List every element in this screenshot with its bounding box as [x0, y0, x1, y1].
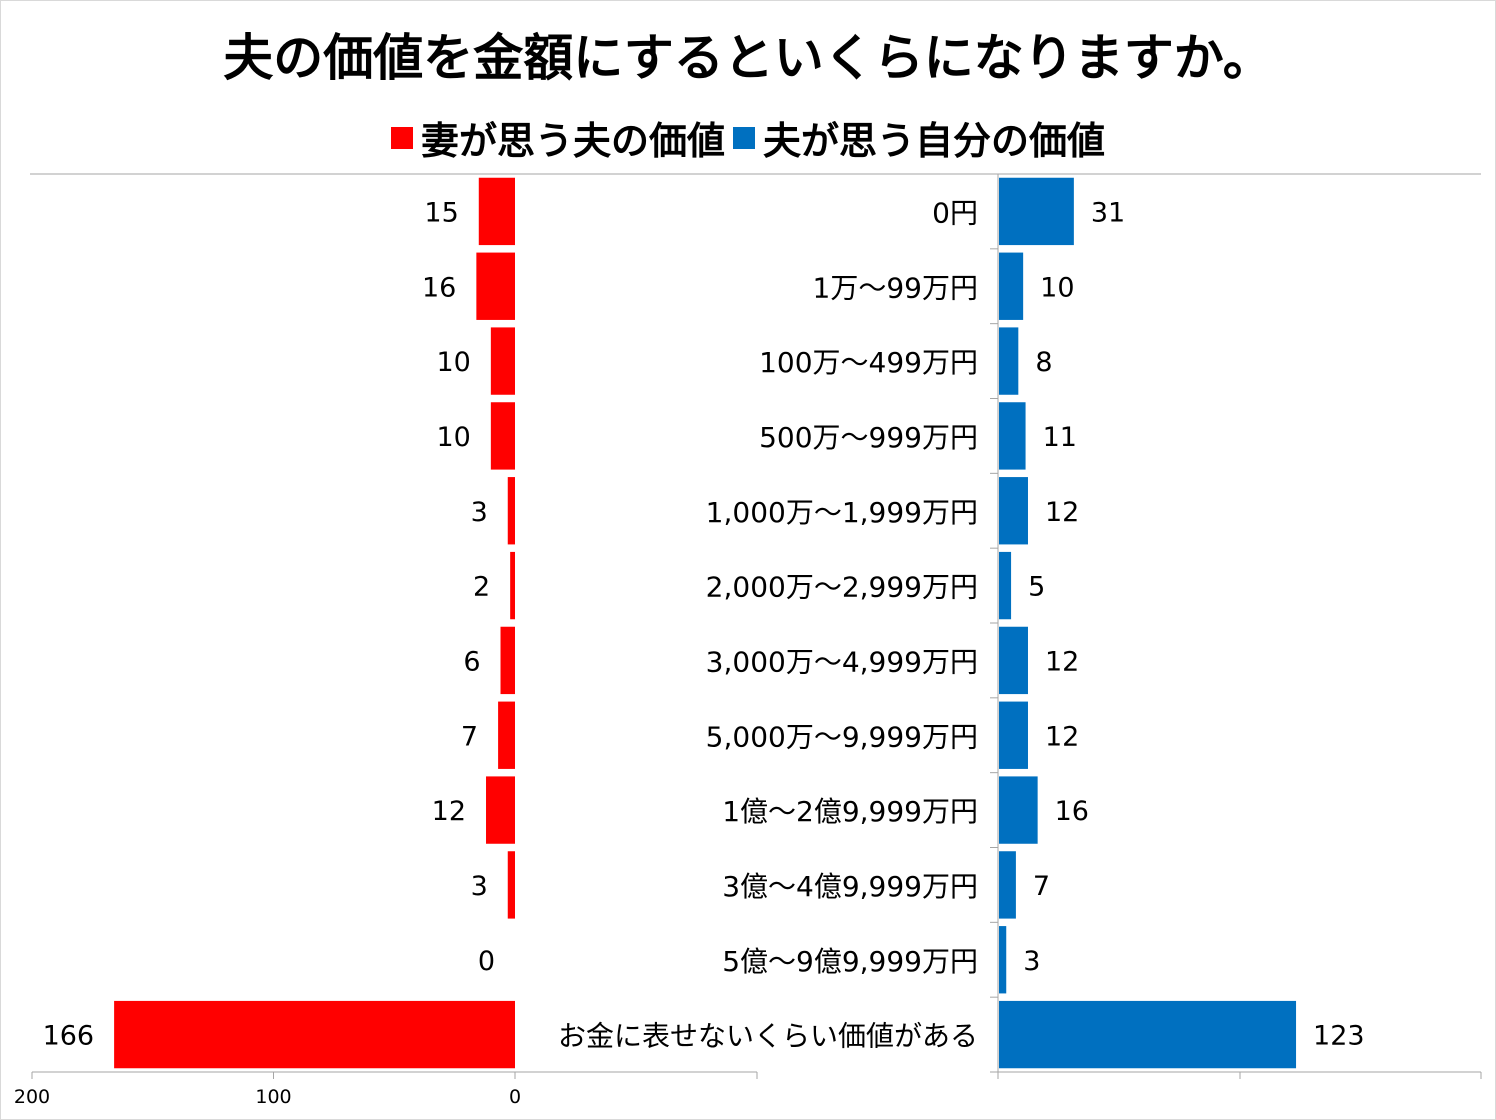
data-label-husband: 31	[1091, 197, 1125, 228]
x-tick-label: 100	[255, 1086, 291, 1108]
data-label-wife: 3	[471, 871, 488, 902]
data-label-husband: 11	[1043, 422, 1077, 453]
bar-wife	[476, 252, 515, 320]
category-label: 1,000万～1,999万円	[706, 496, 978, 529]
legend-label-husband: 夫が思う自分の価値	[763, 119, 1106, 163]
x-tick-label: 0	[509, 1086, 521, 1108]
data-label-husband: 5	[1028, 572, 1045, 603]
bar-husband	[999, 626, 1028, 695]
bar-husband	[999, 926, 1007, 994]
bar-wife	[507, 477, 515, 545]
data-label-husband: 123	[1313, 1021, 1365, 1052]
bar-wife	[498, 701, 515, 769]
bar-wife	[114, 1000, 516, 1069]
data-label-wife: 166	[43, 1021, 95, 1052]
data-label-husband: 3	[1023, 946, 1040, 977]
bar-husband	[999, 177, 1074, 246]
legend-swatch-wife	[390, 126, 413, 149]
data-label-husband: 8	[1035, 347, 1052, 378]
bar-wife	[507, 851, 515, 919]
data-label-wife: 12	[432, 796, 466, 827]
bar-husband	[999, 402, 1026, 470]
chart-title: 夫の価値を金額にするといくらになりますか。	[223, 29, 1273, 87]
bar-wife	[500, 626, 515, 695]
category-label: お金に表せないくらい価値がある	[558, 1020, 978, 1053]
data-label-wife: 2	[473, 572, 490, 603]
legend-item-husband: 夫が思う自分の価値	[733, 110, 1105, 165]
data-label-wife: 16	[422, 272, 456, 303]
category-label: 3億～4億9,999万円	[722, 870, 978, 903]
bar-husband	[999, 252, 1024, 320]
category-label: 3,000万～4,999万円	[706, 645, 978, 678]
category-label: 0円	[932, 196, 978, 229]
bar-husband	[999, 477, 1028, 545]
data-label-wife: 15	[424, 197, 458, 228]
category-label: 2,000万～2,999万円	[706, 571, 978, 604]
data-label-husband: 12	[1045, 721, 1079, 752]
category-label: 500万～999万円	[759, 421, 978, 454]
legend-label-wife: 妻が思う夫の価値	[420, 119, 725, 163]
data-label-husband: 16	[1055, 796, 1089, 827]
legend-swatch-husband	[733, 126, 755, 149]
bar-wife	[490, 402, 515, 470]
data-label-wife: 7	[461, 721, 478, 752]
data-label-husband: 12	[1045, 497, 1079, 528]
bar-husband	[999, 1000, 1297, 1069]
data-label-husband: 12	[1045, 646, 1079, 677]
bar-wife	[490, 327, 515, 395]
data-label-husband: 10	[1040, 272, 1074, 303]
data-label-wife: 3	[471, 497, 488, 528]
category-label: 5,000万～9,999万円	[706, 720, 978, 753]
category-label: 1億～2億9,999万円	[722, 795, 978, 828]
bar-wife	[510, 551, 515, 620]
bar-husband	[999, 551, 1012, 620]
category-label: 5億～9億9,999万円	[722, 945, 978, 978]
legend-item-wife: 妻が思う夫の価値	[390, 110, 725, 165]
data-label-wife: 10	[436, 347, 470, 378]
bar-husband	[999, 327, 1019, 395]
bar-wife	[478, 177, 515, 246]
category-label: 1万～99万円	[813, 271, 978, 304]
bar-wife	[486, 776, 515, 844]
bar-husband	[999, 701, 1028, 769]
bar-husband	[999, 776, 1038, 844]
data-label-wife: 0	[478, 946, 495, 977]
data-label-husband: 7	[1033, 871, 1050, 902]
bar-husband	[999, 851, 1016, 919]
legend: 妻が思う夫の価値 夫が思う自分の価値	[0, 110, 1496, 165]
data-label-wife: 6	[463, 646, 480, 677]
category-label: 100万～499万円	[759, 346, 978, 379]
x-tick-label: 200	[14, 1086, 50, 1108]
data-label-wife: 10	[436, 422, 470, 453]
